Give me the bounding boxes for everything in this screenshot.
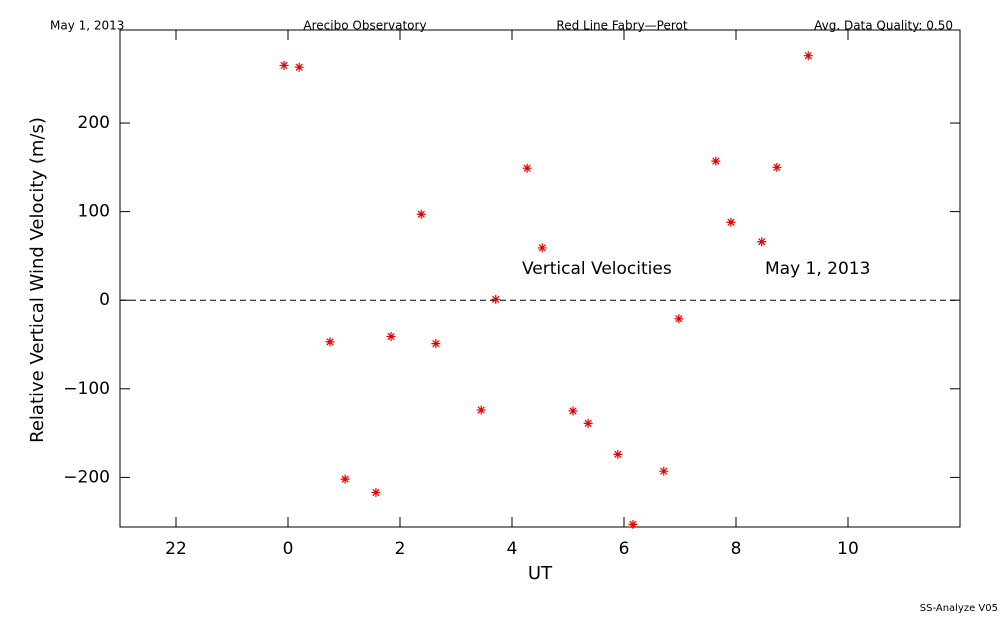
point — [772, 162, 782, 172]
y-axis-label: Relative Vertical Wind Velocity (m/s) — [27, 117, 48, 443]
point — [568, 406, 578, 416]
x-tick-label: 22 — [165, 539, 187, 559]
x-tick-label: 10 — [837, 539, 859, 559]
point — [340, 474, 350, 484]
point — [628, 519, 638, 529]
point — [674, 314, 684, 324]
annotation: Vertical Velocities — [522, 259, 672, 279]
header-instrument: Red Line Fabry—Perot — [556, 19, 687, 33]
point — [294, 62, 304, 72]
y-tick-label: −100 — [63, 379, 110, 399]
annotation: May 1, 2013 — [765, 259, 870, 279]
point — [522, 163, 532, 173]
point — [726, 217, 736, 227]
y-tick-label: 200 — [78, 113, 110, 133]
point — [371, 487, 381, 497]
x-tick-label: 6 — [619, 539, 630, 559]
point — [757, 237, 767, 247]
point — [325, 337, 335, 347]
footer: SS-Analyze V05 — [920, 603, 998, 614]
x-tick-label: 2 — [395, 539, 406, 559]
point — [659, 466, 669, 476]
point — [279, 60, 289, 70]
point — [476, 405, 486, 415]
point — [491, 294, 501, 304]
x-tick-label: 8 — [731, 539, 742, 559]
point — [416, 209, 426, 219]
point — [583, 418, 593, 428]
y-tick-label: 100 — [78, 202, 110, 222]
plot-frame — [119, 29, 961, 528]
point — [431, 339, 441, 349]
point — [711, 156, 721, 166]
header-site: Arecibo Observatory — [303, 19, 426, 33]
y-tick-label: 0 — [99, 290, 110, 310]
y-tick-label: −200 — [63, 467, 110, 487]
point — [386, 332, 396, 342]
point — [537, 243, 547, 253]
x-axis-label: UT — [528, 563, 553, 584]
header-quality: Avg. Data Quality: 0.50 — [814, 19, 953, 33]
header-date: May 1, 2013 — [50, 19, 124, 33]
point — [803, 51, 813, 61]
x-tick-label: 0 — [283, 539, 294, 559]
x-tick-label: 4 — [507, 539, 518, 559]
point — [613, 449, 623, 459]
